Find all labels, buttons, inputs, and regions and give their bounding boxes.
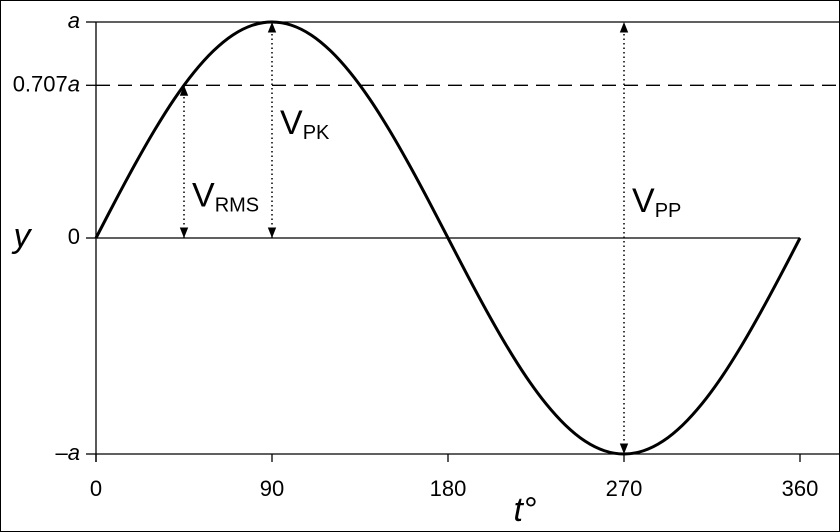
y-tick-label: 0.707a — [13, 71, 80, 96]
y-tick-label: –a — [56, 440, 81, 465]
y-axis-label: y — [12, 217, 33, 255]
x-tick-label: 180 — [430, 476, 467, 501]
label-subscript: RMS — [215, 195, 259, 217]
measure-label: VRMS — [192, 177, 259, 217]
y-tick-label: a — [68, 8, 80, 33]
measure-label: VPP — [632, 182, 681, 222]
x-tick-label: 0 — [90, 476, 102, 501]
label-main: V — [192, 177, 215, 215]
label-subscript: PP — [655, 200, 682, 222]
x-tick-label: 90 — [260, 476, 284, 501]
measure-label: VPK — [280, 104, 330, 144]
x-tick-label: 360 — [782, 476, 819, 501]
y-tick-label: 0 — [68, 224, 80, 249]
label-main: V — [632, 182, 655, 220]
label-subscript: PK — [303, 122, 330, 144]
label-main: V — [280, 104, 303, 142]
x-axis-label: t° — [513, 491, 536, 529]
sine-curve — [94, 20, 802, 456]
x-tick-label: 270 — [606, 476, 643, 501]
